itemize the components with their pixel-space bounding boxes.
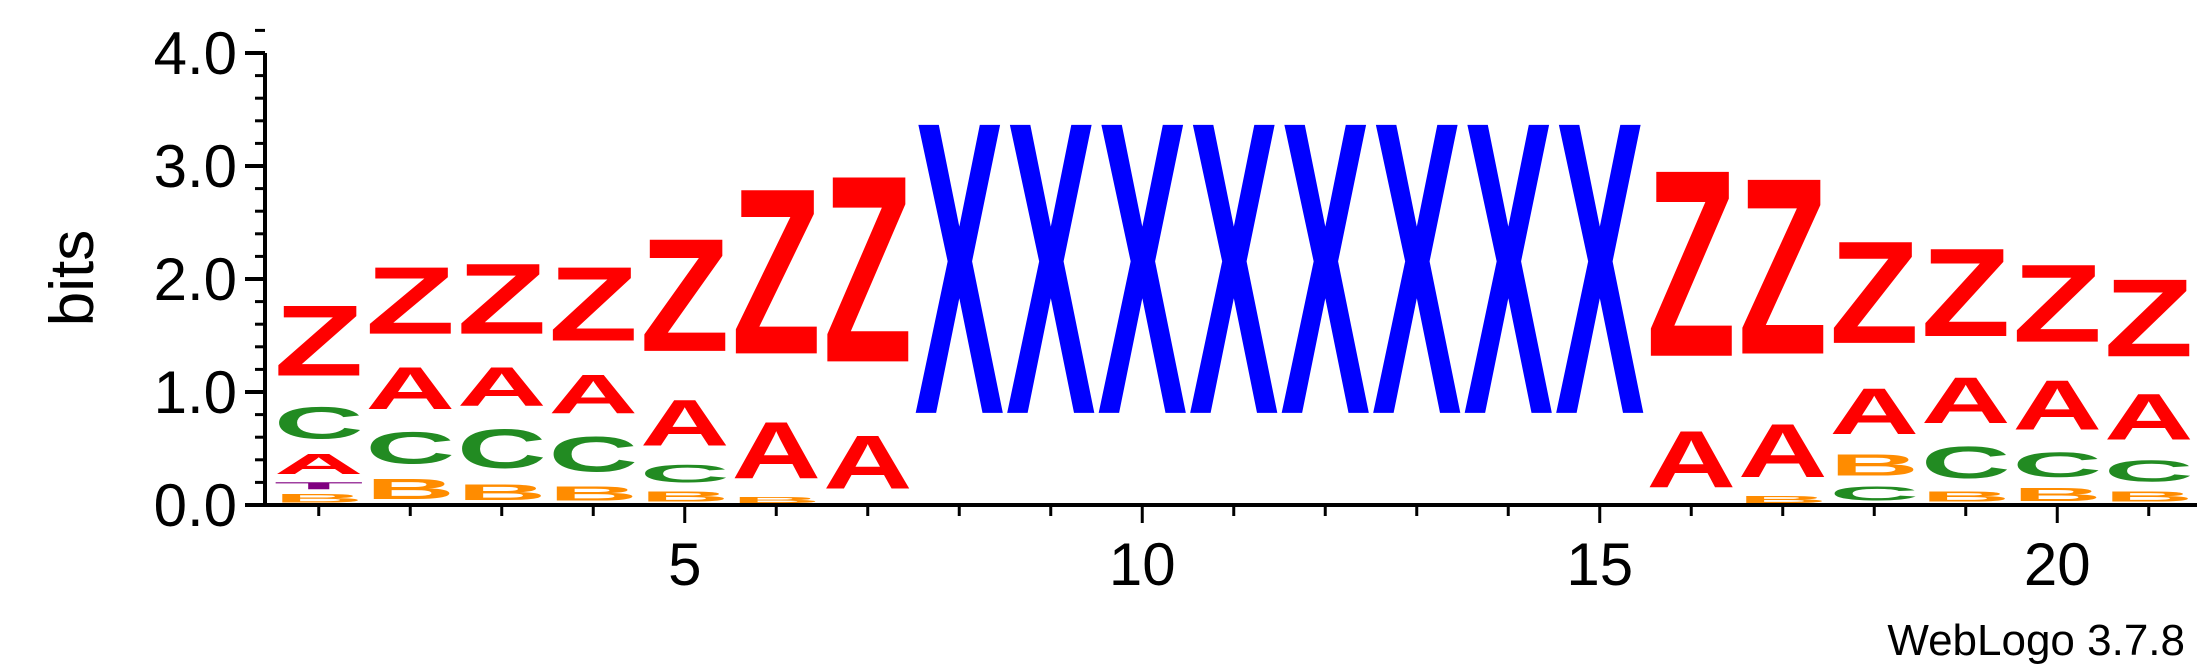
- y-tick-label: 1.0: [154, 359, 237, 426]
- logo-letter-x: X: [1006, 34, 1096, 501]
- logo-letter-a: A: [549, 364, 638, 426]
- logo-letter-c: C: [366, 423, 455, 474]
- y-axis-label: bits: [38, 230, 107, 326]
- logo-letter-b: B: [1921, 488, 2010, 505]
- logo-letter-c: C: [457, 418, 546, 480]
- logo-letter-c: C: [640, 460, 729, 488]
- logo-letter-b: B: [274, 491, 363, 505]
- logo-letter-c: C: [1830, 482, 1919, 505]
- y-tick-label: 4.0: [154, 20, 237, 87]
- x-tick-label: 5: [668, 531, 701, 598]
- logo-letter-z: Z: [732, 139, 821, 404]
- logo-letter-z: Z: [640, 204, 729, 385]
- logo-letter-a: A: [640, 387, 729, 460]
- logo-letter-c: C: [549, 426, 638, 483]
- logo-letter-c: C: [1921, 437, 2010, 488]
- logo-letter-b: B: [549, 482, 638, 505]
- x-axis-ticks: 5 10 15 20: [317, 505, 2151, 598]
- logo-letter-a: A: [2013, 367, 2103, 445]
- logo-letter-a: A: [457, 356, 546, 418]
- x-tick-label: 10: [1109, 531, 1176, 598]
- logo-letter-z: Z: [1921, 222, 2010, 363]
- logo-letter-b: B: [732, 496, 821, 505]
- logo-letter-a: A: [1830, 375, 1919, 448]
- logo-letter-b: B: [2013, 485, 2102, 505]
- logo-letter-z: Z: [2104, 256, 2193, 381]
- logo-letter-z: Z: [1738, 125, 1827, 407]
- logo-letter-z: Z: [1647, 114, 1736, 413]
- logo-letter-a: A: [366, 355, 456, 423]
- logo-letter-a: A: [2104, 381, 2193, 454]
- logo-letter-c: C: [2013, 446, 2102, 485]
- logo-letter-c: C: [2104, 454, 2193, 488]
- logo-letter-b: B: [2104, 488, 2193, 505]
- logo-letter-b: B: [457, 480, 547, 505]
- logo-letter-x: X: [1098, 34, 1188, 501]
- logo-letter-a: A: [274, 449, 363, 480]
- logo-letter-a: A: [1647, 415, 1736, 505]
- logo-letter-b: B: [1738, 494, 1827, 505]
- logo-letter-a: A: [732, 406, 821, 496]
- y-axis-ticks: 0.0 1.0 2.0 3.0 4.0: [154, 20, 265, 539]
- logo-letter-z: Z: [823, 120, 912, 419]
- weblogo-credit: WebLogo 3.7.8: [1887, 616, 2185, 665]
- y-tick-label: 3.0: [154, 133, 237, 200]
- logo-letter-z: Z: [1830, 211, 1919, 375]
- logo-letter-z: Z: [457, 242, 546, 355]
- logo-letter-z: Z: [549, 245, 638, 364]
- logo-letter-z: Z: [2013, 241, 2102, 366]
- logo-letter-t: T: [274, 480, 364, 491]
- logo-letter-b: B: [1830, 449, 1919, 483]
- logo-letter-x: X: [1555, 34, 1645, 501]
- logo-letter-a: A: [823, 420, 912, 505]
- x-tick-label: 15: [1566, 531, 1633, 598]
- logo-letter-z: Z: [274, 284, 363, 397]
- x-tick-label: 20: [2024, 531, 2091, 598]
- y-tick-label: 0.0: [154, 472, 237, 539]
- logo-letter-b: B: [640, 488, 729, 505]
- logo-letter-x: X: [1372, 34, 1462, 501]
- logo-letter-x: X: [1189, 34, 1279, 501]
- logo-letter-b: B: [366, 474, 455, 505]
- logo-letter-x: X: [1464, 34, 1554, 501]
- logo-letter-z: Z: [366, 248, 455, 355]
- logo-letter-c: C: [274, 398, 363, 449]
- logo-letter-a: A: [1738, 409, 1827, 494]
- logo-letter-a: A: [1921, 364, 2010, 437]
- y-tick-label: 2.0: [154, 246, 237, 313]
- logo-letter-x: X: [915, 34, 1005, 501]
- logo-letter-x: X: [1281, 34, 1371, 501]
